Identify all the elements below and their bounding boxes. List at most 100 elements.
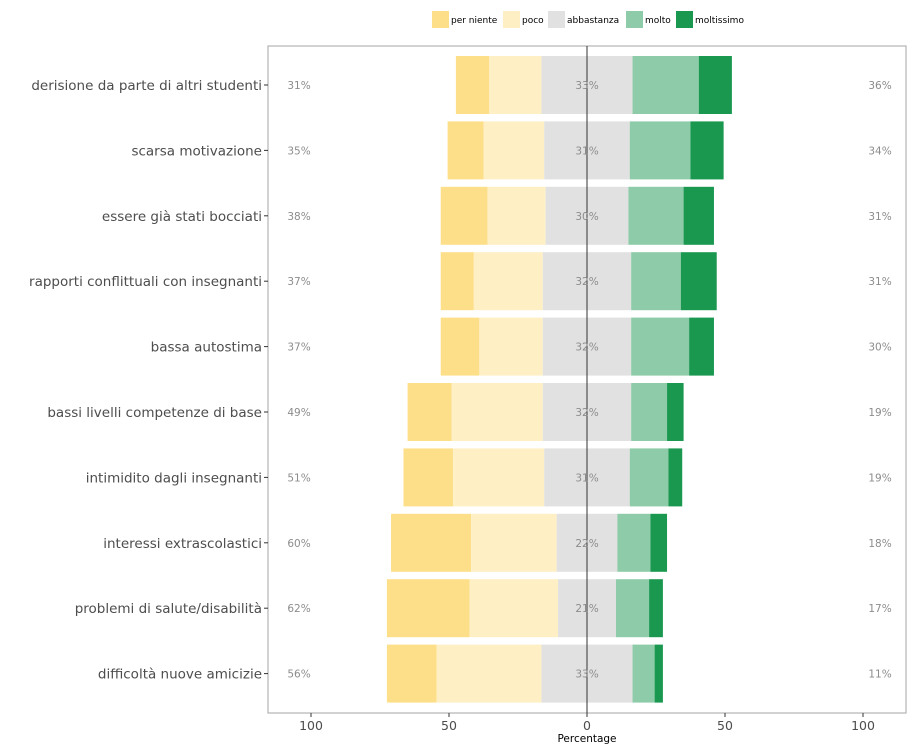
left-percentage-label: 51% — [287, 472, 310, 484]
bar-moltissimo-intimidito-dagli-insegnanti — [668, 448, 683, 507]
right-percentage-label: 36% — [868, 80, 891, 92]
bar-poco-interessi-extrascolastici — [471, 513, 557, 572]
x-tick-label: 0 — [583, 718, 591, 733]
bar-moltissimo-scarsa-motivazione — [690, 121, 724, 180]
x-tick-label: 50 — [441, 718, 457, 733]
x-tick-label: 50 — [717, 718, 733, 733]
category-label: problemi di salute/disabilità — [75, 601, 262, 617]
category-label: bassa autostima — [151, 340, 262, 356]
bar-molto-rapporti-conflittuali-con-insegnanti — [631, 252, 681, 311]
center-percentage-label: 32% — [575, 276, 598, 288]
right-percentage-label: 19% — [868, 472, 891, 484]
category-label: intimidito dagli insegnanti — [86, 470, 262, 486]
right-percentage-label: 34% — [868, 145, 891, 157]
bar-molto-bassa-autostima — [631, 317, 690, 376]
legend-swatch-poco — [503, 11, 520, 28]
legend-label-poco: poco — [522, 16, 544, 26]
bar-per-niente-bassi-livelli-competenze-di-base — [407, 383, 452, 441]
right-percentage-label: 18% — [868, 538, 891, 550]
legend-label-molto: molto — [645, 16, 671, 26]
category-label: scarsa motivazione — [131, 143, 262, 159]
bar-moltissimo-essere-gia-stati-bocciati — [683, 186, 714, 245]
bar-moltissimo-derisione-da-parte-di-altri-studenti — [698, 56, 732, 114]
right-percentage-label: 11% — [868, 669, 891, 681]
center-percentage-label: 32% — [575, 342, 598, 354]
legend-label-per-niente: per niente — [451, 16, 498, 26]
bar-moltissimo-rapporti-conflittuali-con-insegnanti — [680, 252, 717, 311]
bar-per-niente-intimidito-dagli-insegnanti — [403, 448, 454, 507]
bar-poco-bassi-livelli-competenze-di-base — [451, 383, 543, 441]
center-percentage-label: 33% — [575, 669, 598, 681]
bar-per-niente-rapporti-conflittuali-con-insegnanti — [440, 252, 474, 311]
bar-per-niente-problemi-di-salute-disabilita — [386, 579, 470, 638]
left-percentage-label: 37% — [287, 342, 310, 354]
legend: per niente poco abbastanza molto moltissimo — [432, 11, 744, 28]
left-percentage-label: 38% — [287, 211, 310, 223]
bar-per-niente-difficolta-nuove-amicizie — [386, 644, 437, 703]
bar-per-niente-derisione-da-parte-di-altri-studenti — [455, 56, 490, 114]
bar-per-niente-essere-gia-stati-bocciati — [440, 186, 488, 245]
center-percentage-label: 21% — [575, 603, 598, 615]
center-percentage-label: 30% — [575, 211, 598, 223]
bar-poco-essere-gia-stati-bocciati — [487, 186, 546, 245]
center-percentage-label: 32% — [575, 407, 598, 419]
bar-poco-rapporti-conflittuali-con-insegnanti — [473, 252, 543, 311]
right-percentage-label: 30% — [868, 342, 891, 354]
right-percentage-label: 31% — [868, 211, 891, 223]
category-label: derisione da parte di altri studenti — [31, 78, 262, 94]
bar-poco-derisione-da-parte-di-altri-studenti — [489, 56, 542, 114]
bar-poco-scarsa-motivazione — [483, 121, 545, 180]
x-axis: 100 50 0 50 100 — [299, 713, 875, 733]
bar-molto-bassi-livelli-competenze-di-base — [631, 383, 668, 441]
bar-moltissimo-problemi-di-salute-disabilita — [649, 579, 663, 638]
right-percentage-label: 19% — [868, 407, 891, 419]
category-label: rapporti conflittuali con insegnanti — [29, 274, 262, 290]
left-percentage-label: 31% — [287, 80, 310, 92]
bar-per-niente-bassa-autostima — [440, 317, 480, 376]
x-tick-label: 100 — [299, 718, 323, 733]
x-tick-label: 100 — [851, 718, 875, 733]
legend-swatch-molto — [626, 11, 643, 28]
category-label: difficoltà nuove amicizie — [98, 667, 262, 683]
legend-swatch-per-niente — [432, 11, 449, 28]
right-percentage-label: 31% — [868, 276, 891, 288]
bar-molto-scarsa-motivazione — [629, 121, 691, 180]
bar-per-niente-interessi-extrascolastici — [391, 513, 472, 572]
bars-group — [386, 56, 732, 703]
left-percentage-label: 49% — [287, 407, 310, 419]
bar-moltissimo-bassi-livelli-competenze-di-base — [667, 383, 684, 441]
center-percentage-label: 22% — [575, 538, 598, 550]
bar-moltissimo-bassa-autostima — [689, 317, 714, 376]
bar-molto-difficolta-nuove-amicizie — [632, 644, 655, 703]
category-labels: derisione da parte di altri studenti scar… — [29, 78, 268, 683]
x-axis-title: Percentage — [557, 733, 616, 745]
left-percentage-label: 37% — [287, 276, 310, 288]
left-percentage-label: 62% — [287, 603, 310, 615]
bar-poco-problemi-di-salute-disabilita — [469, 579, 559, 638]
left-percentage-label: 56% — [287, 669, 310, 681]
left-percentage-label: 35% — [287, 145, 310, 157]
center-percentage-label: 31% — [575, 145, 598, 157]
percentage-labels: 31% 33% 36% 35% 31% 34% 38% 30% 31% 37% 32% 31% 37% 3… — [287, 80, 891, 681]
category-label: interessi extrascolastici — [103, 536, 262, 552]
bar-molto-problemi-di-salute-disabilita — [615, 579, 650, 638]
bar-poco-bassa-autostima — [479, 317, 543, 376]
bar-molto-intimidito-dagli-insegnanti — [629, 448, 669, 507]
bar-molto-essere-gia-stati-bocciati — [628, 186, 684, 245]
bar-molto-interessi-extrascolastici — [617, 513, 651, 572]
legend-label-moltissimo: moltissimo — [695, 16, 744, 26]
bar-moltissimo-difficolta-nuove-amicizie — [654, 644, 663, 703]
legend-swatch-moltissimo — [676, 11, 693, 28]
bar-per-niente-scarsa-motivazione — [447, 121, 484, 180]
right-percentage-label: 17% — [868, 603, 891, 615]
bar-moltissimo-interessi-extrascolastici — [650, 513, 668, 572]
bar-poco-difficolta-nuove-amicizie — [436, 644, 542, 703]
center-percentage-label: 31% — [575, 472, 598, 484]
bar-molto-derisione-da-parte-di-altri-studenti — [632, 56, 699, 114]
left-percentage-label: 60% — [287, 538, 310, 550]
legend-swatch-abbastanza — [548, 11, 565, 28]
bar-poco-intimidito-dagli-insegnanti — [453, 448, 545, 507]
center-percentage-label: 33% — [575, 80, 598, 92]
legend-label-abbastanza: abbastanza — [567, 16, 619, 26]
